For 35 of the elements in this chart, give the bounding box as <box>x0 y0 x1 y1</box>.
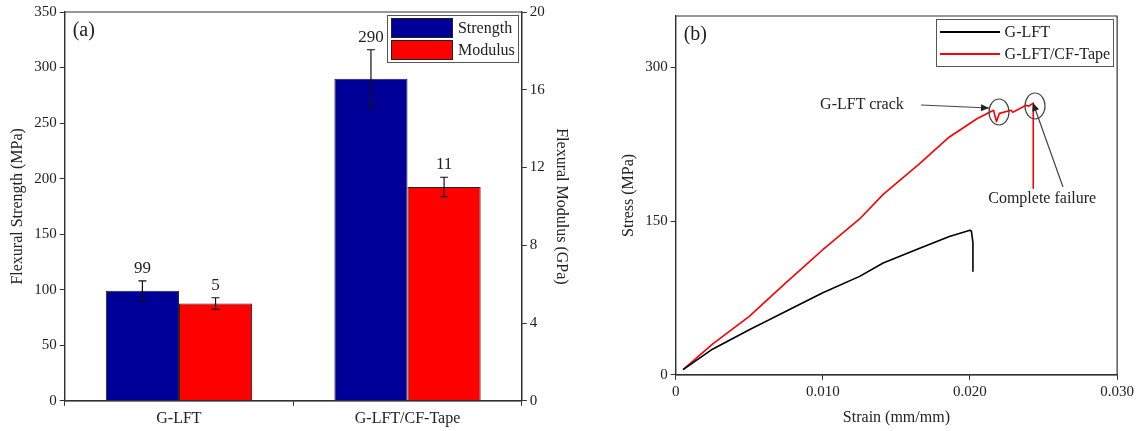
x-tick-label: 0.020 <box>953 382 987 399</box>
x-tick-label: 0.010 <box>805 382 840 399</box>
annotation: (b) <box>683 22 708 45</box>
y2-tick-label: 12 <box>529 158 545 175</box>
y-tick-label: 100 <box>34 280 57 297</box>
y2-tick-label: 4 <box>529 313 538 330</box>
legend-label: G-LFT/CF-Tape <box>1004 45 1111 63</box>
y-tick-label: 350 <box>34 2 57 19</box>
x-tick-label: 0.030 <box>1100 382 1134 399</box>
legend-label: G-LFT <box>1004 23 1050 41</box>
y-tick-label: 150 <box>34 225 57 242</box>
legend-label: Strength <box>457 19 513 37</box>
y2-tick-label: 16 <box>529 80 546 97</box>
y-tick-label: 250 <box>34 114 57 131</box>
annotation: (a) <box>72 18 95 41</box>
y-tick-label: 50 <box>41 336 57 353</box>
data-label: 11 <box>435 154 453 174</box>
data-label: 99 <box>133 257 151 277</box>
y-tick-label: 300 <box>645 58 668 75</box>
y-axis-title: Stress (MPa) <box>618 153 637 237</box>
x-axis-title: Strain (mm/mm) <box>842 407 950 426</box>
y-tick-label: 150 <box>645 211 668 228</box>
y2-axis-title: Flexural Modulus (GPa) <box>553 128 572 285</box>
annotation: Complete failure <box>988 189 1097 208</box>
y2-tick-label: 20 <box>529 2 545 19</box>
y2-tick-label: 8 <box>529 236 538 253</box>
y-tick-label: 0 <box>660 365 668 382</box>
legend-label: Modulus <box>457 41 515 59</box>
y-tick-label: 200 <box>34 169 57 186</box>
x-tick-label: 0 <box>671 382 680 399</box>
annotation: G-LFT crack <box>820 95 904 114</box>
y-axis-title: Flexural Strength (MPa) <box>7 128 26 285</box>
y-tick-label: 300 <box>34 58 57 75</box>
data-label: 5 <box>211 274 220 294</box>
data-label: 290 <box>358 26 384 46</box>
